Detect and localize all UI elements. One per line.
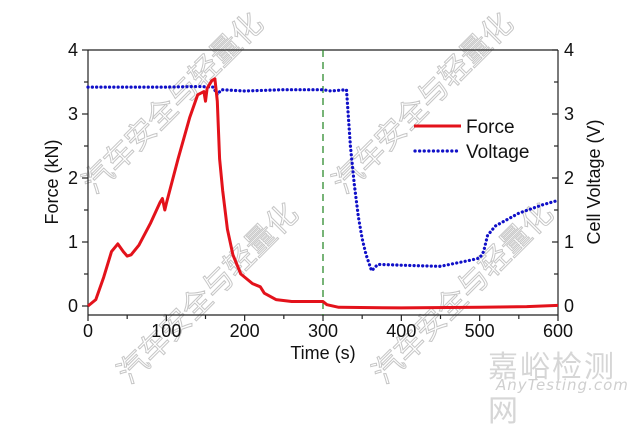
legend: Force Voltage [413,117,529,163]
legend-force-label: Force [466,117,515,138]
x-tick-label: 0 [83,321,93,341]
x-tick-label: 500 [465,321,495,341]
y-right-tick-label: 4 [564,40,574,60]
x-tick-label: 400 [386,321,416,341]
x-tick-label: 200 [230,321,260,341]
y-right-tick-label: 2 [564,168,574,188]
force-series [87,77,559,310]
watermark-1: 汽车安全与轻量化 [76,6,270,200]
y-left-tick-label: 2 [68,168,78,188]
y-left-tick-label: 3 [68,104,78,124]
y-right-axis-title: Cell Voltage (V) [584,119,604,244]
y-left-tick-label: 0 [68,296,78,316]
x-tick-label: 100 [151,321,181,341]
watermark-3: 汽车安全与轻量化 [111,196,305,390]
watermark-2: 汽车安全与轻量化 [326,6,520,200]
brand-watermark-cn: 嘉峪检测网 [488,350,616,429]
y-left-tick-label: 1 [68,232,78,252]
brand-watermark-en: AnyTesting.com [496,376,629,394]
x-tick-label: 300 [308,321,338,341]
x-tick-label: 600 [543,321,573,341]
chart-canvas: 汽车安全与轻量化 汽车安全与轻量化 汽车安全与轻量化 汽车安全与轻量化 0 100… [42,6,604,391]
y-right-tick-label: 1 [564,232,574,252]
y-left-axis-title: Force (kN) [42,140,62,225]
y-right-tick-label: 0 [564,296,574,316]
legend-voltage-label: Voltage [466,142,529,163]
y-right-tick-label: 3 [564,104,574,124]
y-left-tick-label: 4 [68,40,78,60]
x-axis-title: Time (s) [290,343,355,363]
